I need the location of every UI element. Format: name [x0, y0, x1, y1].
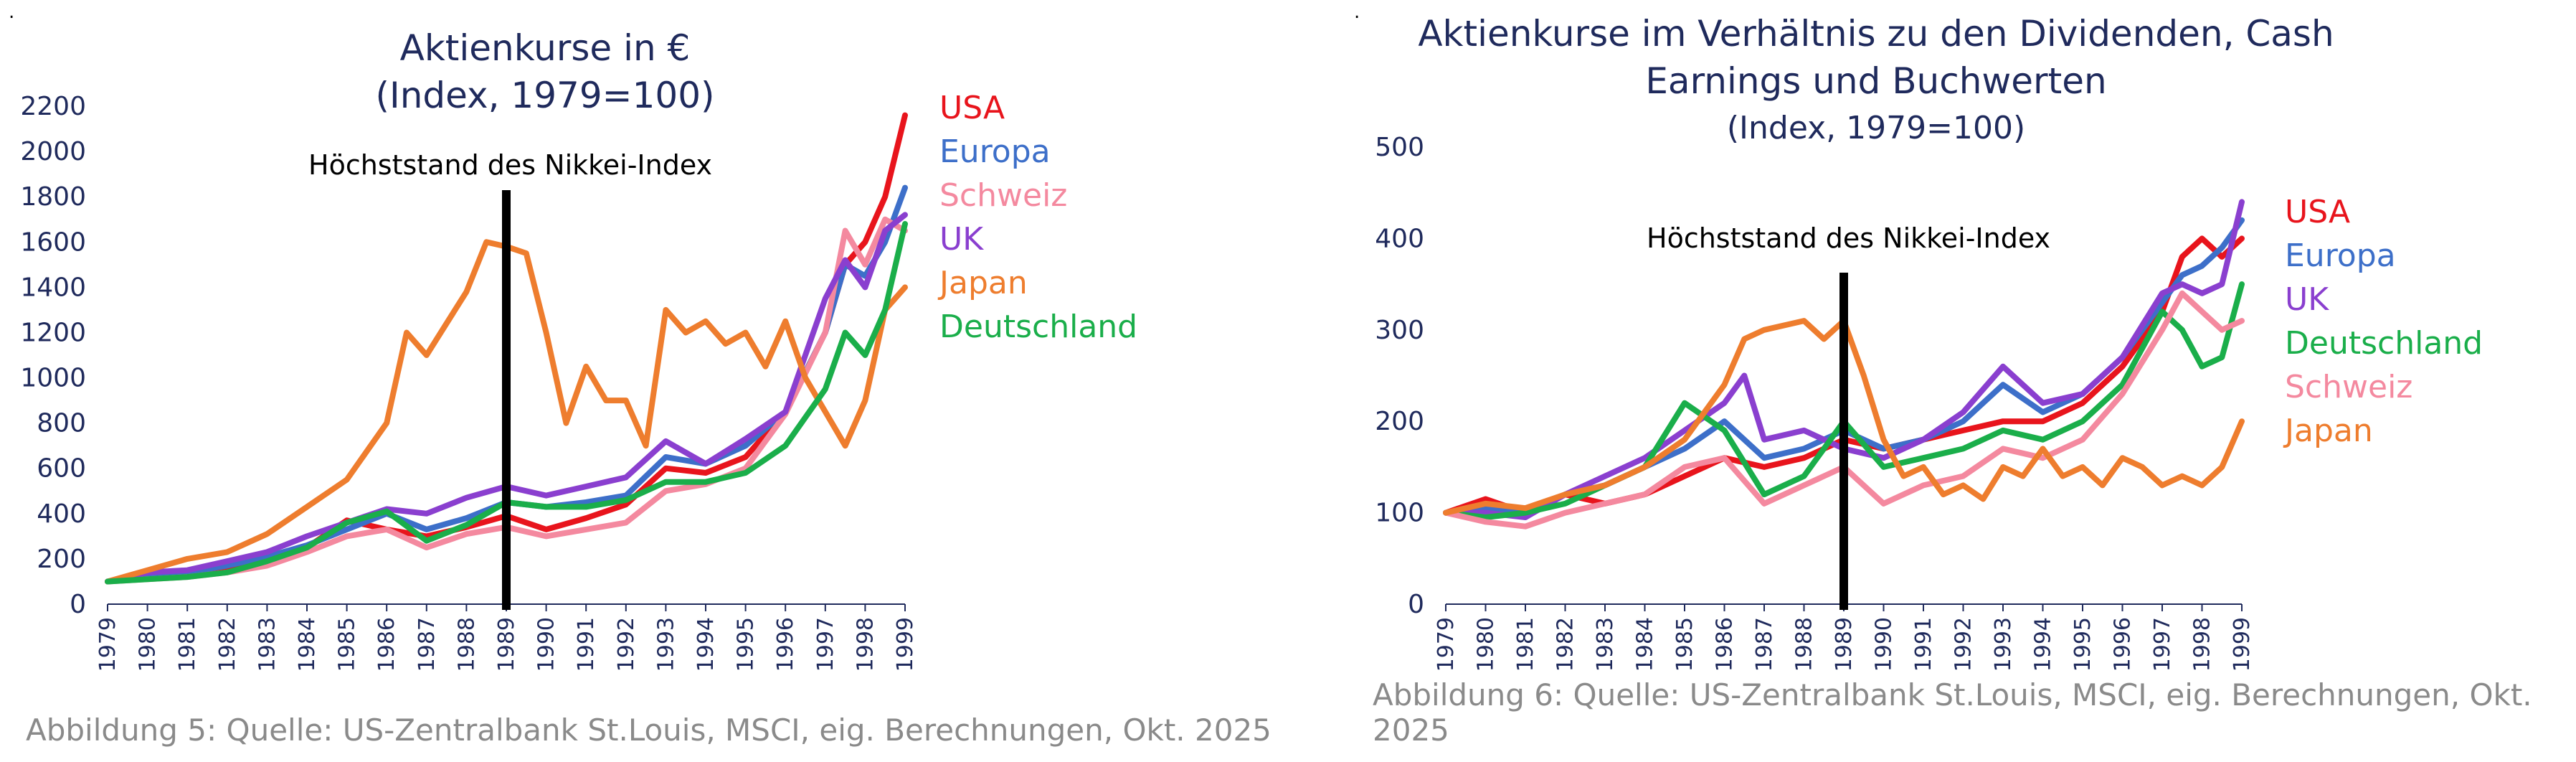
- x-tick-label: 1986: [1713, 617, 1738, 672]
- x-tick-label: 1989: [1832, 617, 1857, 672]
- x-tick-label: 1979: [95, 617, 120, 672]
- y-tick-label: 400: [1375, 224, 1424, 253]
- x-tick-label: 1982: [215, 617, 240, 672]
- y-tick-label: 1800: [20, 182, 86, 212]
- legend-entry-usa: USA: [2285, 194, 2350, 230]
- legend-entry-japan: Japan: [937, 265, 1028, 301]
- x-tick-label: 1980: [1474, 617, 1499, 672]
- x-tick-label: 1995: [2070, 617, 2096, 672]
- x-tick-label: 1983: [1593, 617, 1618, 672]
- y-tick-label: 0: [1408, 590, 1424, 619]
- chart-subtitle: (Index, 1979=100): [1726, 110, 2026, 146]
- x-tick-label: 1993: [653, 617, 678, 672]
- x-tick-label: 1990: [1872, 617, 1897, 672]
- x-tick-label: 1995: [734, 617, 759, 672]
- figure-caption: Abbildung 5: Quelle: US-Zentralbank St.L…: [26, 712, 1272, 748]
- legend-entry-usa: USA: [939, 90, 1005, 126]
- x-tick-label: 1998: [2190, 617, 2215, 672]
- y-tick-label: 200: [37, 545, 86, 574]
- x-tick-label: 1997: [813, 617, 838, 672]
- x-tick-label: 1988: [454, 617, 479, 672]
- x-tick-label: 1990: [534, 617, 559, 672]
- x-tick-label: 1997: [2150, 617, 2175, 672]
- stray-dot: .: [9, 1, 15, 23]
- y-tick-label: 100: [1375, 499, 1424, 528]
- x-tick-label: 1999: [2230, 617, 2255, 672]
- x-tick-label: 1999: [893, 617, 918, 672]
- chart-subtitle: (Index, 1979=100): [375, 75, 715, 116]
- legend-entry-uk: UK: [939, 221, 984, 258]
- x-tick-label: 1988: [1792, 617, 1817, 672]
- annotation-label: Höchststand des Nikkei-Index: [308, 149, 712, 181]
- x-tick-label: 1987: [415, 617, 440, 672]
- chart-title: Aktienkurse im Verhältnis zu den Dividen…: [1418, 13, 2334, 55]
- y-tick-label: 2000: [20, 137, 86, 166]
- legend-entry-europa: Europa: [2285, 237, 2396, 274]
- x-tick-label: 1996: [773, 617, 798, 672]
- x-tick-label: 1993: [1991, 617, 2016, 672]
- y-tick-label: 1600: [20, 227, 86, 257]
- legend-entry-deutschland: Deutschland: [939, 309, 1137, 345]
- series-line-deutschland: [105, 221, 908, 585]
- x-tick-label: 1984: [1633, 617, 1658, 672]
- x-tick-label: 1980: [136, 617, 161, 672]
- series-line-uk: [105, 212, 908, 585]
- stray-dot: .: [1354, 1, 1360, 23]
- y-tick-label: 400: [37, 499, 86, 529]
- chart-title-continued: Earnings und Buchwerten: [1645, 60, 2107, 102]
- x-tick-label: 1982: [1553, 617, 1578, 672]
- x-tick-label: 1991: [1911, 617, 1936, 672]
- x-tick-label: 1986: [374, 617, 399, 672]
- series-line-schweiz: [105, 216, 908, 585]
- series-line-schweiz: [1443, 290, 2245, 530]
- chart-title-block: Aktienkurse in € (Index, 1979=100): [100, 24, 990, 119]
- x-tick-label: 1984: [295, 617, 320, 672]
- series-line-japan: [105, 239, 908, 585]
- x-tick-label: 1987: [1752, 617, 1777, 672]
- x-tick-label: 1983: [255, 617, 280, 672]
- x-tick-label: 1979: [1434, 617, 1459, 672]
- series-line-uk: [1443, 199, 2245, 520]
- x-tick-label: 1992: [614, 617, 639, 672]
- chart-title-block: Aktienkurse im Verhältnis zu den Dividen…: [1360, 10, 2392, 152]
- y-tick-label: 1400: [20, 273, 86, 302]
- y-tick-label: 1000: [20, 364, 86, 393]
- chart-panel-left: . Aktienkurse in € (Index, 1979=100) 0 20…: [9, 1, 1272, 748]
- x-tick-label: 1981: [1513, 617, 1538, 672]
- chart-title: Aktienkurse in €: [399, 27, 691, 69]
- legend-entry-europa: Europa: [939, 133, 1051, 170]
- y-tick-label: 2200: [20, 92, 86, 121]
- series-line-japan: [1443, 318, 2245, 516]
- x-tick-label: 1998: [853, 617, 878, 672]
- legend-entry-uk: UK: [2285, 281, 2329, 318]
- legend-entry-schweiz: Schweiz: [2285, 369, 2412, 405]
- legend-entry-schweiz: Schweiz: [939, 177, 1067, 214]
- legend-entry-japan: Japan: [2283, 413, 2373, 449]
- x-tick-label: 1981: [175, 617, 200, 672]
- x-tick-label: 1994: [693, 617, 719, 672]
- chart-panel-right: . Aktienkurse im Verhältnis zu den Divid…: [1288, 0, 2576, 762]
- chart-svg: 0 200 400 600 800 1000 1200 1400 1600 1800 2000 220…: [20, 90, 1137, 672]
- x-tick-label: 1989: [494, 617, 519, 672]
- legend-entry-deutschland: Deutschland: [2285, 325, 2483, 362]
- figure-caption: Abbildung 6: Quelle: US-Zentralbank St.L…: [1373, 677, 2532, 748]
- y-tick-label: 600: [37, 454, 86, 484]
- y-tick-label: 500: [1375, 133, 1424, 162]
- x-tick-label: 1985: [335, 617, 360, 672]
- x-tick-label: 1992: [1951, 617, 1976, 672]
- y-tick-label: 800: [37, 409, 86, 438]
- y-tick-label: 0: [70, 590, 86, 619]
- y-tick-label: 1200: [20, 318, 86, 347]
- chart-svg: 0 100 200 300 400 500 1979 1980 1981 1982 1983 1984…: [1375, 133, 2483, 672]
- x-tick-label: 1985: [1672, 617, 1697, 672]
- x-tick-label: 1996: [2111, 617, 2136, 672]
- x-tick-label: 1994: [2031, 617, 2056, 672]
- x-tick-label: 1991: [574, 617, 599, 672]
- y-tick-label: 200: [1375, 407, 1424, 436]
- annotation-label: Höchststand des Nikkei-Index: [1647, 222, 2050, 254]
- y-tick-label: 300: [1375, 316, 1424, 345]
